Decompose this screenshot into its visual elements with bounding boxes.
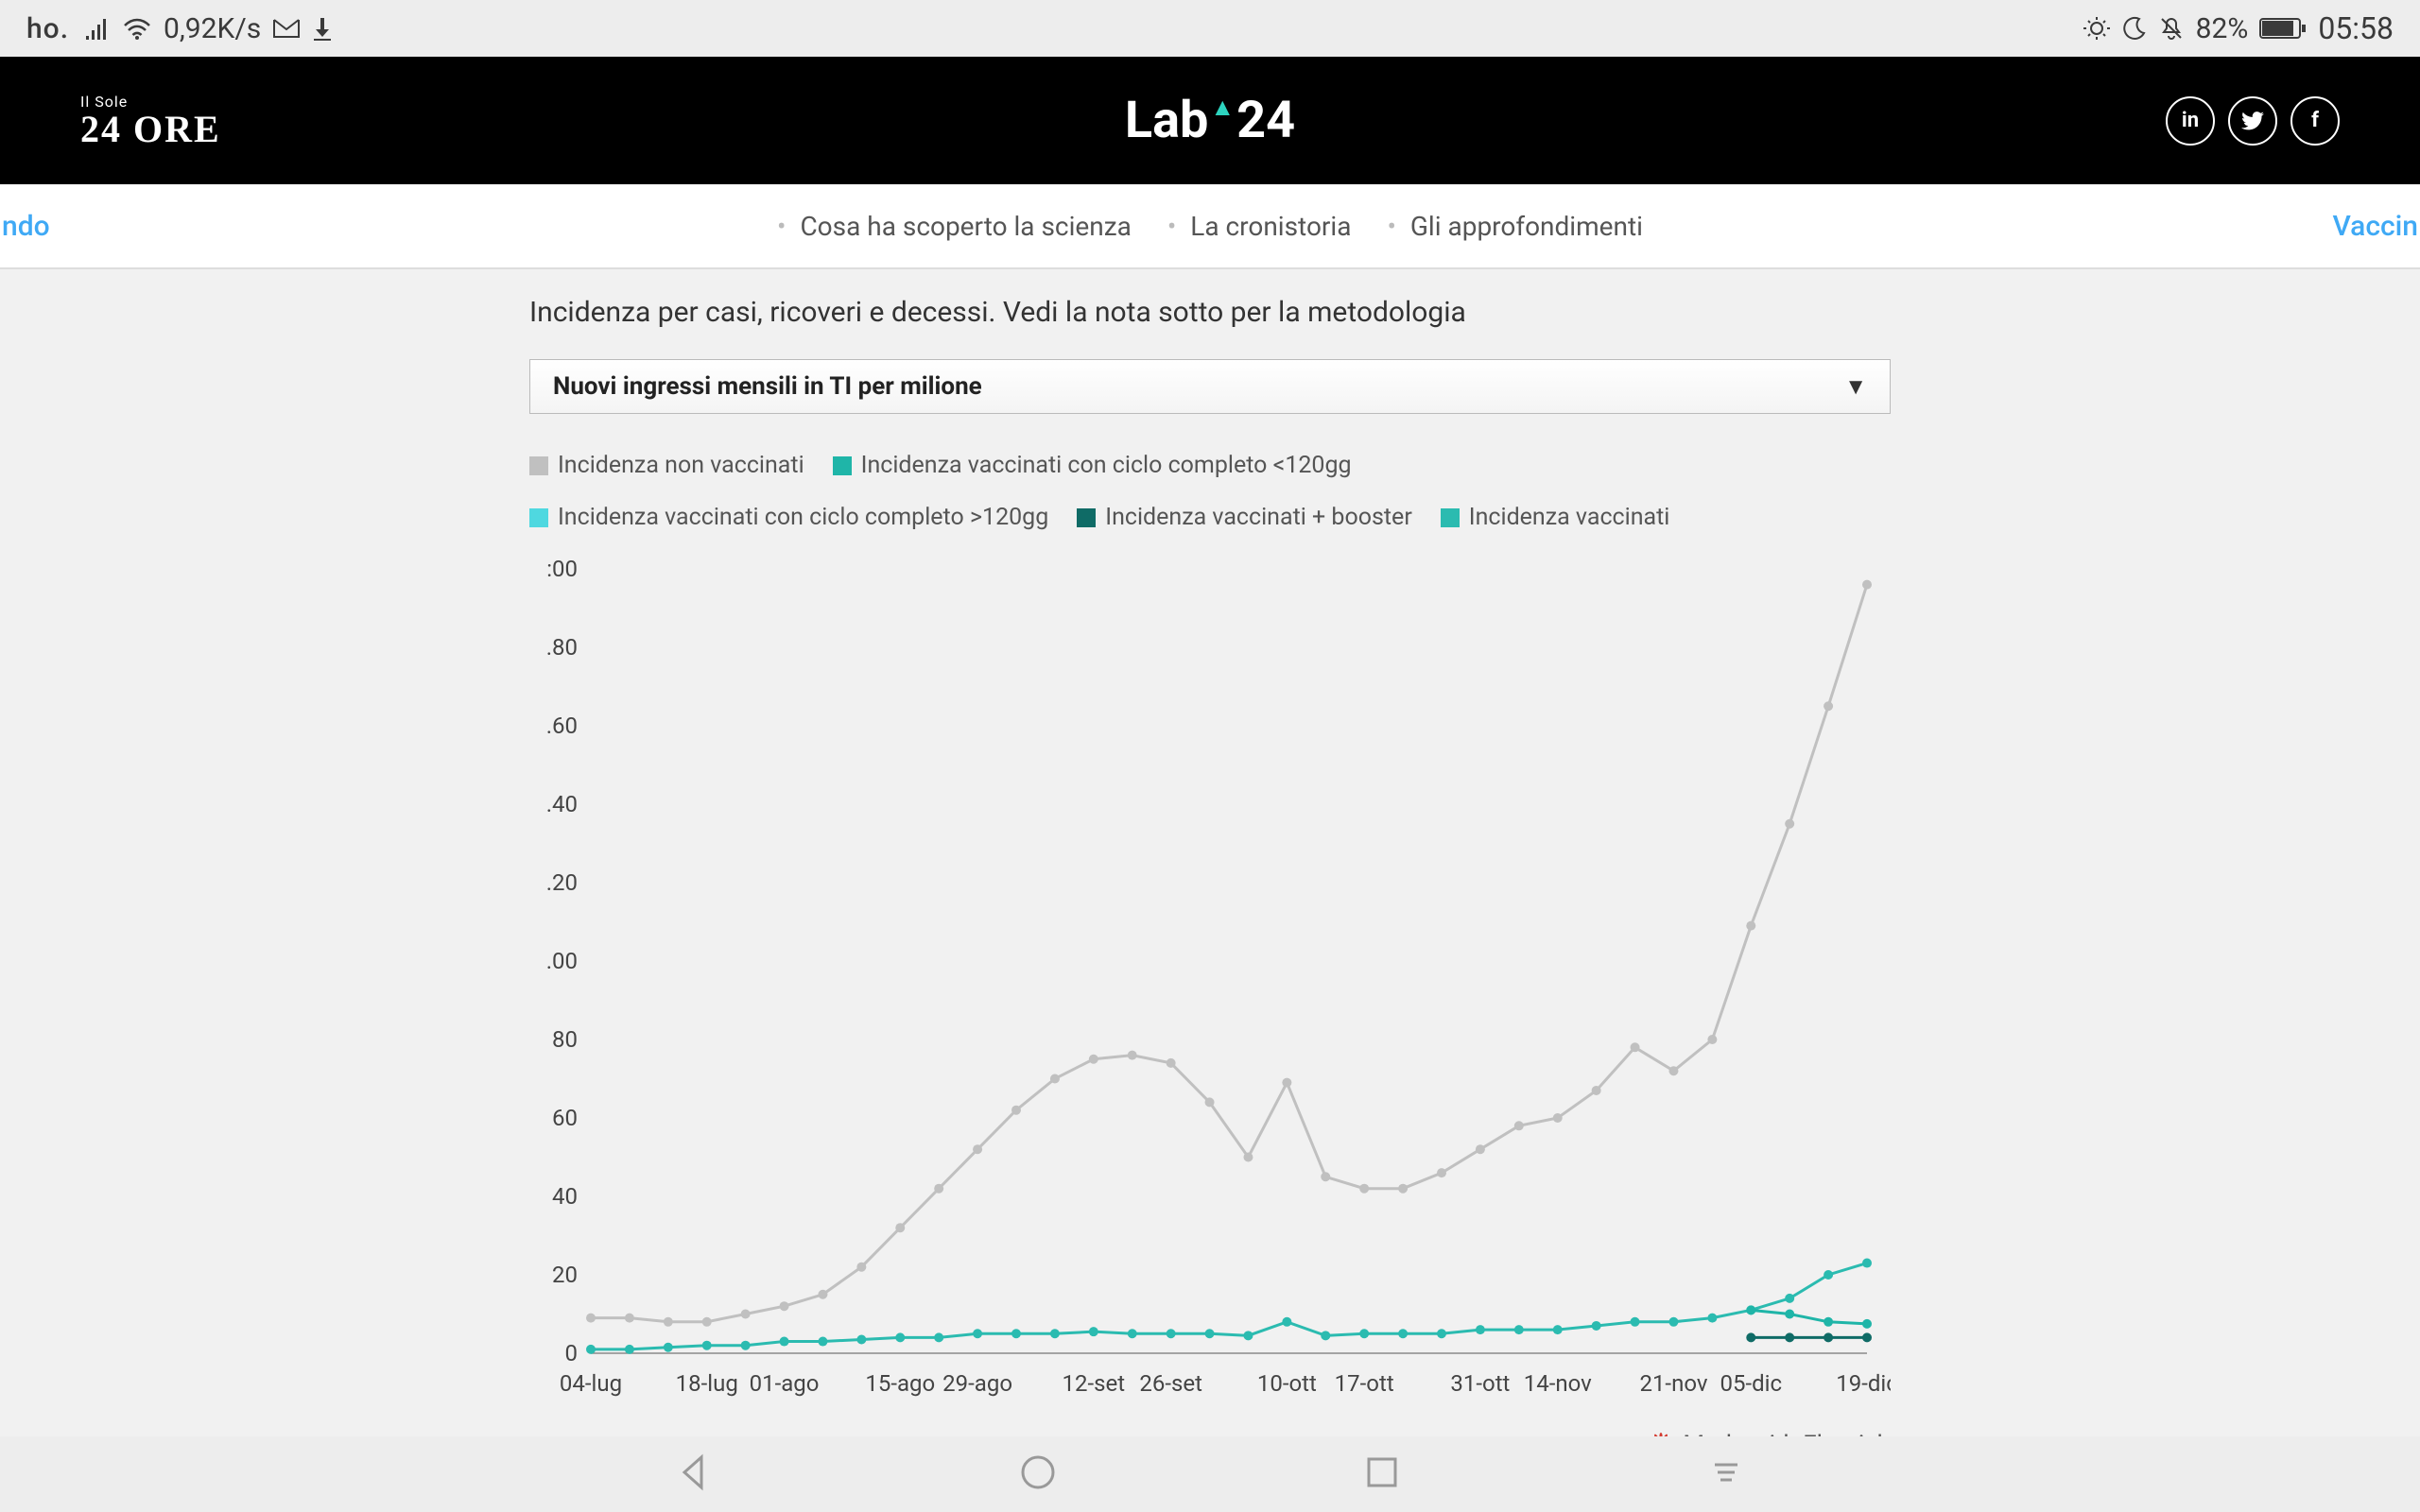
site-logo-a: Lab bbox=[1125, 91, 1209, 150]
site-logo-b: 24 bbox=[1236, 91, 1295, 150]
carrier-label: ho. bbox=[26, 12, 69, 45]
android-nav-bar bbox=[0, 1436, 2420, 1512]
wifi-icon bbox=[122, 17, 152, 40]
legend-item[interactable]: Incidenza non vaccinati bbox=[529, 452, 804, 479]
legend-label: Incidenza vaccinati con ciclo completo <… bbox=[861, 452, 1352, 479]
dropdown-selected: Nuovi ingressi mensili in TI per milione bbox=[553, 372, 982, 401]
legend-label: Incidenza vaccinati + booster bbox=[1105, 504, 1412, 531]
clock: 05:58 bbox=[2318, 10, 2394, 46]
svg-text:15-ago: 15-ago bbox=[865, 1370, 935, 1397]
legend-label: Incidenza non vaccinati bbox=[558, 452, 804, 479]
svg-text:18-lug: 18-lug bbox=[676, 1370, 738, 1397]
site-logo[interactable]: Lab▲24 bbox=[1125, 91, 1295, 150]
svg-text:0: 0 bbox=[565, 1340, 579, 1366]
svg-text:17-ott: 17-ott bbox=[1335, 1370, 1394, 1397]
mute-icon bbox=[2158, 15, 2185, 42]
svg-text:26-set: 26-set bbox=[1139, 1370, 1202, 1397]
legend-label: Incidenza vaccinati bbox=[1469, 504, 1670, 531]
svg-text:.20: .20 bbox=[546, 869, 578, 896]
svg-text:.80: .80 bbox=[546, 634, 578, 661]
svg-text:10-ott: 10-ott bbox=[1257, 1370, 1317, 1397]
subnav-next[interactable]: Vaccin bbox=[2332, 210, 2418, 243]
chart-legend: Incidenza non vaccinati Incidenza vaccina… bbox=[529, 452, 1891, 531]
legend-swatch bbox=[1077, 508, 1096, 527]
line-chart[interactable]: 0 20 40 60 80 .00 .20 .40 .60 .80 :00 04-lug 18-lug 0… bbox=[529, 559, 1891, 1410]
recents-button[interactable] bbox=[1361, 1452, 1403, 1497]
legend-swatch bbox=[529, 508, 548, 527]
svg-text:60: 60 bbox=[552, 1105, 578, 1131]
twitter-icon[interactable] bbox=[2228, 96, 2277, 146]
publisher-logo[interactable]: Il Sole 24 ORE bbox=[80, 93, 221, 148]
legend-label: Incidenza vaccinati con ciclo completo >… bbox=[558, 504, 1048, 531]
subnav-item[interactable]: Cosa ha scoperto la scienza bbox=[777, 211, 1132, 242]
network-speed: 0,92K/s bbox=[164, 12, 261, 45]
linkedin-icon[interactable]: in bbox=[2166, 96, 2215, 146]
facebook-icon[interactable]: f bbox=[2290, 96, 2340, 146]
svg-text:.60: .60 bbox=[546, 713, 578, 739]
chart-title: Incidenza per casi, ricoveri e decessi. … bbox=[529, 296, 1891, 329]
sub-nav: ndo Cosa ha scoperto la scienza La croni… bbox=[0, 184, 2420, 269]
legend-item[interactable]: Incidenza vaccinati bbox=[1441, 504, 1670, 531]
do-not-disturb-icon bbox=[2122, 16, 2147, 41]
gmail-icon bbox=[272, 18, 301, 39]
svg-text:21-nov: 21-nov bbox=[1639, 1370, 1707, 1397]
svg-text:14-nov: 14-nov bbox=[1524, 1370, 1592, 1397]
svg-text:29-ago: 29-ago bbox=[942, 1370, 1012, 1397]
svg-text:19-dic: 19-dic bbox=[1836, 1370, 1891, 1397]
signal-icon bbox=[84, 17, 111, 40]
battery-icon bbox=[2259, 17, 2307, 40]
logo-triangle-icon: ▲ bbox=[1210, 93, 1235, 122]
battery-percent: 82% bbox=[2196, 12, 2249, 45]
subnav-item[interactable]: La cronistoria bbox=[1167, 211, 1352, 242]
svg-text:.00: .00 bbox=[546, 948, 578, 974]
svg-text:01-ago: 01-ago bbox=[750, 1370, 820, 1397]
legend-item[interactable]: Incidenza vaccinati con ciclo completo <… bbox=[833, 452, 1352, 479]
subnav-item[interactable]: Gli approfondimenti bbox=[1387, 211, 1643, 242]
svg-text:20: 20 bbox=[552, 1262, 578, 1288]
site-header: Il Sole 24 ORE Lab▲24 in f bbox=[0, 57, 2420, 184]
svg-text:.40: .40 bbox=[546, 791, 578, 817]
android-status-bar: ho. 0,92K/s 82% 05:58 bbox=[0, 0, 2420, 57]
legend-swatch bbox=[529, 456, 548, 475]
menu-button[interactable] bbox=[1705, 1452, 1747, 1497]
publisher-big: 24 ORE bbox=[80, 111, 221, 148]
svg-text:80: 80 bbox=[552, 1026, 578, 1053]
chevron-down-icon: ▼ bbox=[1844, 373, 1867, 401]
legend-item[interactable]: Incidenza vaccinati + booster bbox=[1077, 504, 1412, 531]
home-button[interactable] bbox=[1017, 1452, 1059, 1497]
legend-swatch bbox=[833, 456, 852, 475]
eye-comfort-icon bbox=[2083, 15, 2111, 42]
svg-text:31-ott: 31-ott bbox=[1450, 1370, 1510, 1397]
back-button[interactable] bbox=[673, 1452, 715, 1497]
subnav-center: Cosa ha scoperto la scienza La cronistor… bbox=[777, 211, 1643, 242]
svg-text:04-lug: 04-lug bbox=[560, 1370, 622, 1397]
subnav-prev[interactable]: ndo bbox=[2, 210, 50, 243]
metric-dropdown[interactable]: Nuovi ingressi mensili in TI per milione… bbox=[529, 359, 1891, 414]
legend-item[interactable]: Incidenza vaccinati con ciclo completo >… bbox=[529, 504, 1048, 531]
svg-text:12-set: 12-set bbox=[1063, 1370, 1126, 1397]
svg-text::00: :00 bbox=[546, 559, 578, 582]
download-icon bbox=[312, 16, 333, 41]
legend-swatch bbox=[1441, 508, 1460, 527]
svg-text:05-dic: 05-dic bbox=[1720, 1370, 1782, 1397]
svg-text:40: 40 bbox=[552, 1183, 578, 1210]
